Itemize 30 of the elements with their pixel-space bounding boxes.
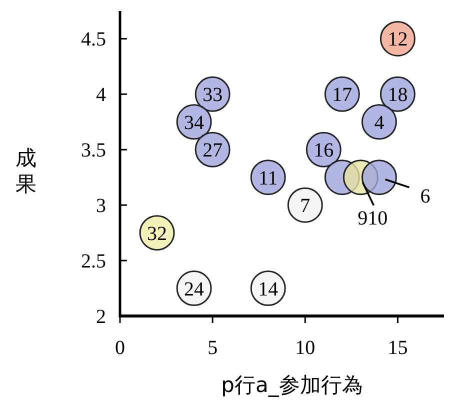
annotation: 33	[202, 84, 223, 106]
y-tick-label: 2	[96, 306, 106, 328]
annotation: 27	[202, 140, 223, 162]
x-tick-label: 15	[388, 337, 408, 359]
annotation: 12	[388, 28, 408, 51]
annotation: 11	[258, 167, 278, 190]
annotation: 17	[332, 84, 352, 106]
annotation: 4	[374, 112, 384, 134]
y-axis-title: 成果	[16, 146, 36, 196]
y-tick-label: 2.5	[81, 250, 106, 273]
annotation: 18	[388, 84, 408, 106]
annotation: 6	[420, 185, 430, 208]
y-tick-label: 3.5	[81, 140, 106, 162]
annotation: 14	[258, 278, 278, 300]
x-tick-label: 10	[295, 337, 316, 359]
annotation: 16	[314, 140, 334, 162]
point	[361, 104, 397, 140]
annotation: 7	[300, 195, 310, 218]
annotation: 910	[358, 207, 388, 230]
x-tick-label: 5	[208, 337, 218, 359]
y-tick-label: 4.5	[81, 28, 106, 51]
annotation: 32	[147, 222, 168, 245]
annotation: 34	[184, 112, 204, 134]
point	[361, 160, 397, 196]
point	[287, 187, 323, 223]
x-tick-label: 0	[115, 337, 125, 359]
y-tick-label: 3	[96, 195, 106, 218]
y-tick-label: 4	[96, 84, 106, 106]
annotation: 24	[184, 278, 204, 300]
x-axis-title: p行a_参加行為	[221, 373, 363, 397]
